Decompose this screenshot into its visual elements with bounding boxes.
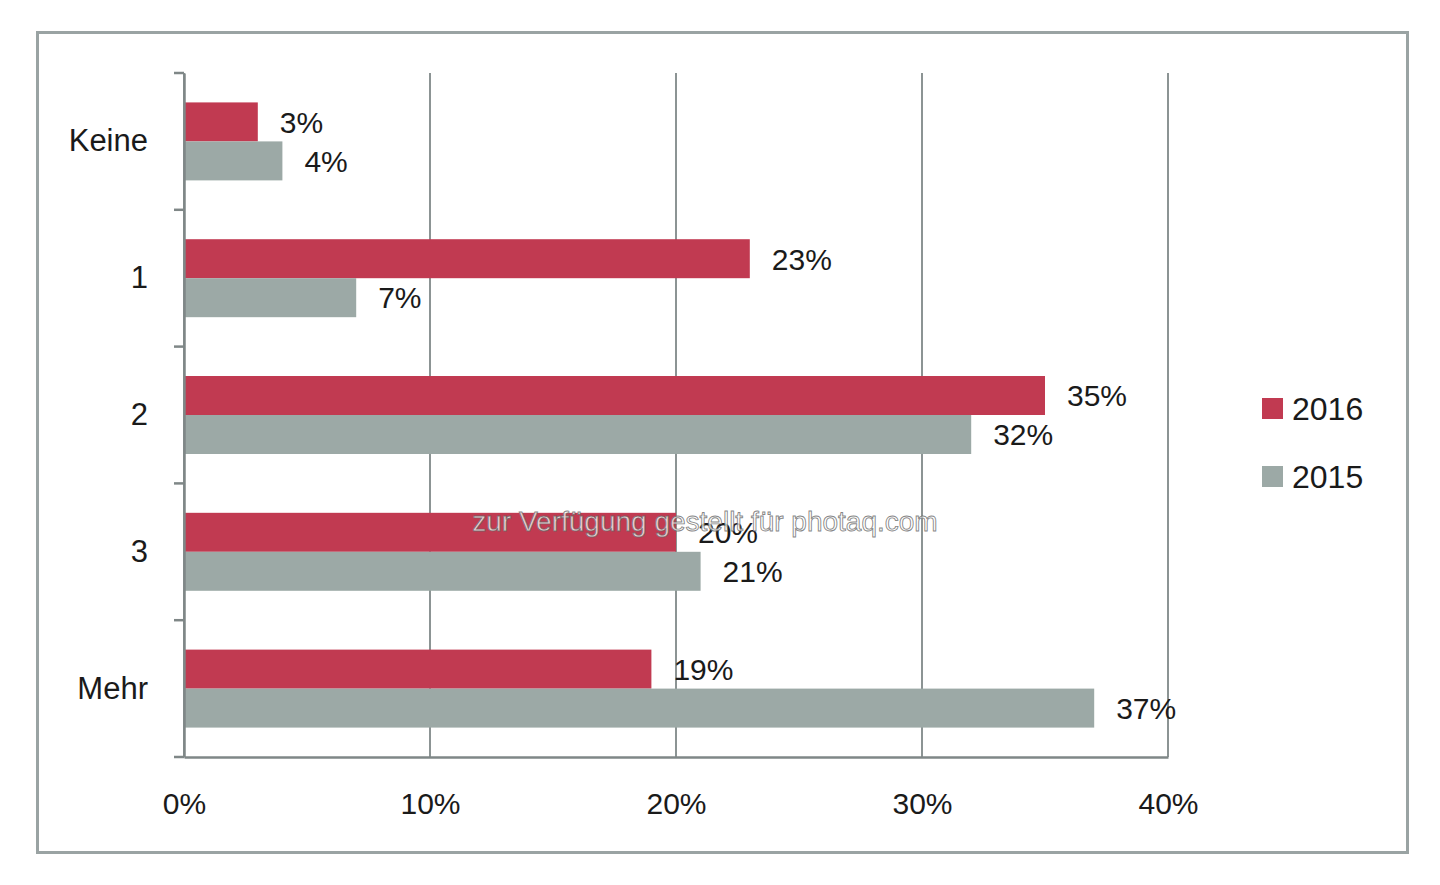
legend: 2016 2015 bbox=[1262, 391, 1363, 495]
separator-tick bbox=[174, 72, 184, 75]
bar bbox=[184, 141, 282, 180]
legend-label: 2016 bbox=[1292, 391, 1363, 427]
data-label: 23% bbox=[772, 243, 832, 276]
legend-swatch bbox=[1262, 466, 1283, 487]
tick-label: Keine bbox=[69, 123, 148, 158]
tick: 20% bbox=[646, 757, 706, 820]
tick-label: 30% bbox=[892, 787, 952, 820]
legend-swatch bbox=[1262, 398, 1283, 419]
separator-tick bbox=[174, 756, 184, 759]
separator-tick bbox=[174, 209, 184, 212]
bar bbox=[184, 102, 258, 141]
grid-line bbox=[183, 73, 185, 757]
chart: 3% 23% 35% 20% 19% 4% 7% 32% 21% 37% Keine 1 2 3 Mehr 0… bbox=[0, 0, 1440, 885]
x-axis: 0% 10% 20% 30% 40% bbox=[163, 757, 1199, 820]
frame bbox=[38, 33, 1408, 853]
tick: 30% bbox=[892, 757, 952, 820]
data-label: 32% bbox=[993, 418, 1053, 451]
tick-label: 2 bbox=[131, 397, 148, 432]
series-bars bbox=[184, 102, 1045, 688]
data-label: 21% bbox=[723, 555, 783, 588]
tick-label: 1 bbox=[131, 260, 148, 295]
tick: 10% bbox=[400, 757, 460, 820]
data-label: 37% bbox=[1116, 692, 1176, 725]
separator-tick bbox=[174, 345, 184, 348]
data-labels: 3%23%35%20%19%4%7%32%21%37% bbox=[280, 106, 1176, 725]
grid bbox=[184, 73, 1168, 757]
grid-line bbox=[1167, 73, 1169, 757]
data-label: 19% bbox=[673, 653, 733, 686]
bar bbox=[184, 552, 701, 591]
y-axis: Keine 1 2 3 Mehr bbox=[69, 74, 185, 758]
tick-label: 3 bbox=[131, 534, 148, 569]
bar bbox=[184, 239, 750, 278]
series-bars bbox=[184, 141, 1094, 727]
tick-label: 40% bbox=[1138, 787, 1198, 820]
watermark: zur Verfügung gestellt für photaq.com bbox=[472, 506, 937, 537]
bar bbox=[184, 689, 1094, 728]
tick: 2 bbox=[131, 397, 184, 432]
bar bbox=[184, 376, 1045, 415]
bar bbox=[184, 278, 356, 317]
data-label: 7% bbox=[378, 281, 421, 314]
separator-tick bbox=[174, 619, 184, 622]
bars bbox=[184, 102, 1094, 727]
data-label: 4% bbox=[304, 145, 347, 178]
data-label: 35% bbox=[1067, 379, 1127, 412]
tick-label: Mehr bbox=[77, 671, 148, 706]
axis-line bbox=[183, 74, 186, 758]
tick: 1 bbox=[131, 260, 184, 295]
tick: 3 bbox=[131, 534, 184, 569]
separator-tick bbox=[174, 482, 184, 485]
data-label: 3% bbox=[280, 106, 323, 139]
axis-line bbox=[185, 756, 1169, 759]
bar bbox=[184, 415, 971, 454]
tick: 0% bbox=[163, 757, 206, 820]
tick-label: 10% bbox=[400, 787, 460, 820]
category-separators bbox=[174, 73, 184, 757]
tick-label: 0% bbox=[163, 787, 206, 820]
legend-label: 2015 bbox=[1292, 459, 1363, 495]
tick: Mehr bbox=[77, 671, 184, 706]
tick: Keine bbox=[69, 123, 184, 158]
bar bbox=[184, 650, 651, 689]
tick-label: 20% bbox=[646, 787, 706, 820]
tick: 40% bbox=[1138, 757, 1198, 820]
